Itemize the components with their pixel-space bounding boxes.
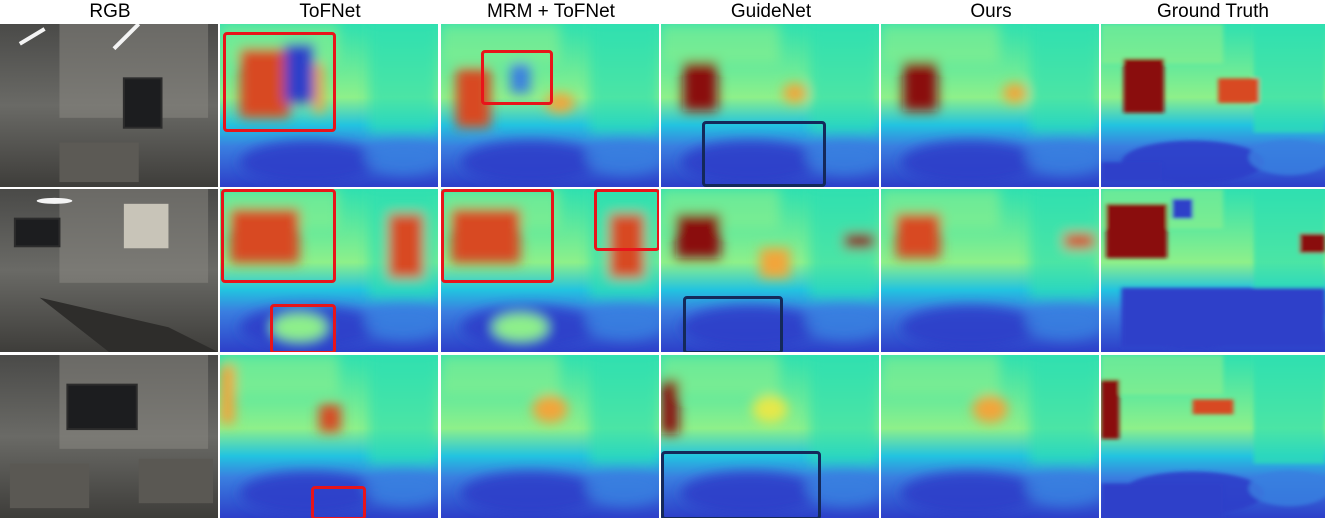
column-label-mrm-tofnet: MRM + ToFNet — [487, 1, 615, 22]
column-label-ground-truth: Ground Truth — [1157, 1, 1269, 22]
panel-mrm-tofnet-row-1 — [441, 24, 659, 187]
panel-ground-truth-row-2 — [1101, 189, 1325, 352]
panel-mrm-tofnet-row-2 — [441, 189, 659, 352]
error-highlight-box — [441, 189, 554, 283]
error-highlight-box — [270, 304, 336, 352]
panel-ground-truth-row-3 — [1101, 355, 1325, 518]
panel-ours-row-2 — [881, 189, 1099, 352]
depth-map — [881, 189, 1099, 352]
depth-map — [441, 24, 659, 187]
panel-ours-row-3 — [881, 355, 1099, 518]
panel-rgb-row-2 — [0, 189, 218, 352]
guidenet-highlight-box — [702, 121, 826, 187]
panel-tofnet-row-3 — [220, 355, 438, 518]
guidenet-highlight-box — [661, 451, 821, 518]
error-highlight-box — [594, 189, 659, 251]
depth-map — [441, 189, 659, 352]
column-label-ours: Ours — [970, 1, 1012, 22]
depth-map — [220, 355, 438, 518]
rgb-image — [0, 24, 218, 187]
panel-guidenet-row-1 — [661, 24, 879, 187]
panel-guidenet-row-2 — [661, 189, 879, 352]
panel-guidenet-row-3 — [661, 355, 879, 518]
depth-map — [661, 189, 879, 352]
column-headers: RGB ToFNet MRM + ToFNet GuideNet Ours Gr… — [0, 0, 1325, 24]
panel-rgb-row-3 — [0, 355, 218, 518]
depth-map — [881, 355, 1099, 518]
error-highlight-box — [221, 189, 336, 283]
column-label-guidenet: GuideNet — [730, 1, 812, 22]
depth-map — [1101, 189, 1325, 352]
depth-map — [220, 24, 438, 187]
panel-tofnet-row-1 — [220, 24, 438, 187]
panel-tofnet-row-2 — [220, 189, 438, 352]
rgb-image — [0, 189, 218, 352]
guidenet-highlight-box — [683, 296, 783, 352]
depth-map — [1101, 355, 1325, 518]
depth-map — [1101, 24, 1325, 187]
error-highlight-box — [223, 32, 336, 132]
depth-map — [661, 355, 879, 518]
panel-ours-row-1 — [881, 24, 1099, 187]
rgb-image — [0, 355, 218, 518]
error-highlight-box — [481, 50, 553, 105]
column-label-tofnet: ToFNet — [299, 1, 361, 22]
panel-rgb-row-1 — [0, 24, 218, 187]
depth-map — [220, 189, 438, 352]
panel-mrm-tofnet-row-3 — [441, 355, 659, 518]
depth-map — [441, 355, 659, 518]
column-label-rgb: RGB — [89, 1, 131, 22]
depth-map — [881, 24, 1099, 187]
panel-ground-truth-row-1 — [1101, 24, 1325, 187]
error-highlight-box — [311, 486, 366, 518]
depth-map — [661, 24, 879, 187]
